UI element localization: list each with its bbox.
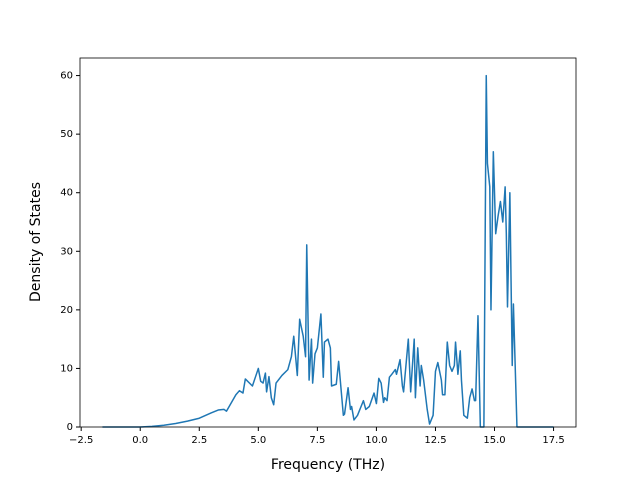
y-axis-label: Density of States bbox=[28, 182, 44, 302]
y-tick-label: 10 bbox=[60, 363, 73, 374]
y-tick-label: 30 bbox=[60, 246, 73, 257]
x-tick-label: −2.5 bbox=[69, 435, 93, 446]
data-line bbox=[102, 74, 554, 428]
x-axis-label: Frequency (THz) bbox=[271, 457, 385, 473]
x-tick-label: 10.0 bbox=[365, 435, 387, 446]
x-tick-label: 0.0 bbox=[132, 435, 148, 446]
x-tick-label: 15.0 bbox=[483, 435, 505, 446]
y-tick-label: 40 bbox=[60, 188, 73, 199]
x-tick-label: 5.0 bbox=[250, 435, 266, 446]
x-tick-label: 7.5 bbox=[309, 435, 325, 446]
y-tick-label: 50 bbox=[60, 129, 73, 140]
y-tick-label: 20 bbox=[60, 305, 73, 316]
y-tick-label: 60 bbox=[60, 71, 73, 82]
y-tick-label: 0 bbox=[67, 422, 73, 433]
x-tick-label: 2.5 bbox=[191, 435, 207, 446]
x-tick-label: 17.5 bbox=[542, 435, 564, 446]
x-tick-label: 12.5 bbox=[424, 435, 446, 446]
axes-frame bbox=[79, 57, 577, 428]
